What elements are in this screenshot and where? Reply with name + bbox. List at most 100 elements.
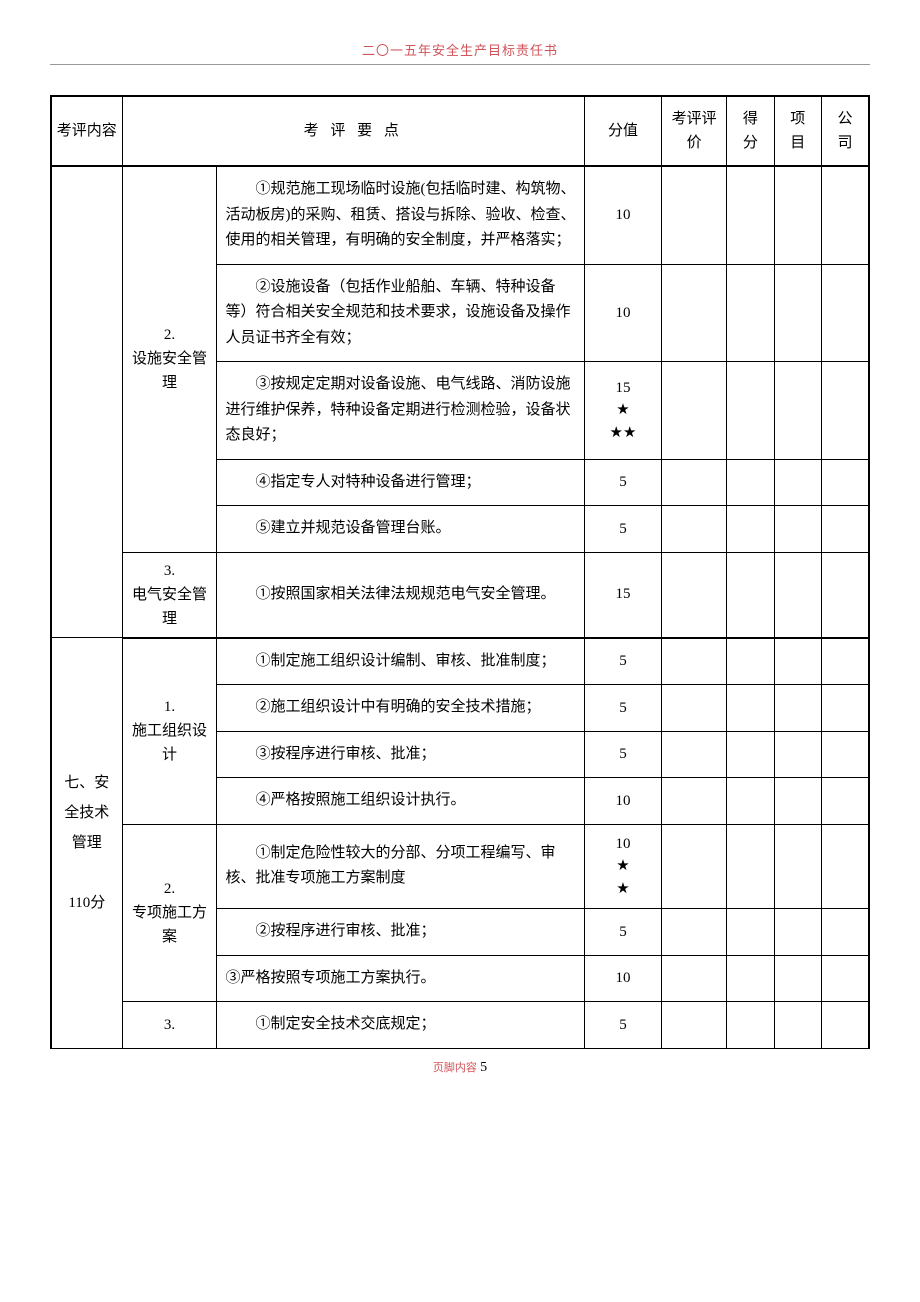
category-cell-empty (51, 166, 122, 638)
eval-cell (662, 166, 727, 264)
narrow-cell (822, 1002, 870, 1049)
point-cell: ③按规定定期对设备设施、电气线路、消防设施进行维护保养，特种设备定期进行检测检验… (217, 362, 585, 460)
table-header-row: 考评内容 考 评 要 点 分值 考评评价 得分 项目 公司 (51, 96, 869, 166)
subcategory-3: 3. (122, 1002, 217, 1049)
point-cell: ③严格按照专项施工方案执行。 (217, 955, 585, 1002)
header-project: 项目 (774, 96, 821, 166)
point-cell: ②施工组织设计中有明确的安全技术措施； (217, 685, 585, 732)
page-footer: 页脚内容 5 (50, 1059, 870, 1076)
narrow-cell (774, 638, 821, 685)
point-cell: ①按照国家相关法律法规规范电气安全管理。 (217, 552, 585, 638)
score-cell: 10 (584, 778, 661, 825)
eval-cell (662, 1002, 727, 1049)
narrow-cell (822, 506, 870, 553)
narrow-cell (774, 506, 821, 553)
narrow-cell (774, 362, 821, 460)
score-cell: 5 (584, 1002, 661, 1049)
table-row: 2. 设施安全管理 ①规范施工现场临时设施(包括临时建、构筑物、活动板房)的采购… (51, 166, 869, 264)
header-eval: 考评评价 (662, 96, 727, 166)
header-company: 公司 (822, 96, 870, 166)
narrow-cell (774, 459, 821, 506)
point-cell: ①制定安全技术交底规定； (217, 1002, 585, 1049)
subcategory-facility: 2. 设施安全管理 (122, 166, 217, 552)
score-cell: 5 (584, 731, 661, 778)
score-cell: 10 ★ ★ (584, 824, 661, 909)
subcategory-construction-org: 1. 施工组织设计 (122, 638, 217, 825)
narrow-cell (727, 778, 774, 825)
eval-cell (662, 459, 727, 506)
narrow-cell (727, 955, 774, 1002)
narrow-cell (727, 638, 774, 685)
header-divider (50, 64, 870, 65)
narrow-cell (774, 685, 821, 732)
subcategory-electrical: 3. 电气安全管理 (122, 552, 217, 638)
eval-cell (662, 506, 727, 553)
eval-cell (662, 778, 727, 825)
score-cell: 5 (584, 506, 661, 553)
point-cell: ①制定危险性较大的分部、分项工程编写、审核、批准专项施工方案制度 (217, 824, 585, 909)
point-cell: ②设施设备（包括作业船舶、车辆、特种设备等）符合相关安全规范和技术要求，设施设备… (217, 264, 585, 362)
eval-cell (662, 685, 727, 732)
score-cell: 5 (584, 459, 661, 506)
narrow-cell (822, 638, 870, 685)
narrow-cell (822, 264, 870, 362)
category-tech-mgmt: 七、安全技术管理 110分 (51, 638, 122, 1049)
header-points: 考 评 要 点 (122, 96, 584, 166)
narrow-cell (727, 506, 774, 553)
narrow-cell (822, 824, 870, 909)
eval-cell (662, 955, 727, 1002)
narrow-cell (727, 552, 774, 638)
narrow-cell (822, 685, 870, 732)
narrow-cell (822, 955, 870, 1002)
narrow-cell (727, 1002, 774, 1049)
footer-label: 页脚内容 (433, 1062, 477, 1074)
narrow-cell (774, 166, 821, 264)
point-cell: ⑤建立并规范设备管理台账。 (217, 506, 585, 553)
subcategory-special-plan: 2. 专项施工方案 (122, 824, 217, 1002)
narrow-cell (727, 909, 774, 956)
eval-cell (662, 909, 727, 956)
narrow-cell (822, 166, 870, 264)
table-row: 3. ①制定安全技术交底规定； 5 (51, 1002, 869, 1049)
narrow-cell (727, 459, 774, 506)
narrow-cell (727, 824, 774, 909)
point-cell: ③按程序进行审核、批准； (217, 731, 585, 778)
header-score: 分值 (584, 96, 661, 166)
narrow-cell (774, 552, 821, 638)
narrow-cell (822, 552, 870, 638)
point-cell: ①规范施工现场临时设施(包括临时建、构筑物、活动板房)的采购、租赁、搭设与拆除、… (217, 166, 585, 264)
narrow-cell (822, 362, 870, 460)
narrow-cell (727, 685, 774, 732)
narrow-cell (774, 955, 821, 1002)
narrow-cell (774, 264, 821, 362)
eval-cell (662, 731, 727, 778)
score-cell: 10 (584, 166, 661, 264)
point-cell: ④指定专人对特种设备进行管理； (217, 459, 585, 506)
point-cell: ②按程序进行审核、批准； (217, 909, 585, 956)
table-row: 2. 专项施工方案 ①制定危险性较大的分部、分项工程编写、审核、批准专项施工方案… (51, 824, 869, 909)
narrow-cell (727, 362, 774, 460)
eval-cell (662, 638, 727, 685)
narrow-cell (774, 778, 821, 825)
eval-cell (662, 552, 727, 638)
score-cell: 15 ★ ★★ (584, 362, 661, 460)
point-cell: ①制定施工组织设计编制、审核、批准制度； (217, 638, 585, 685)
page-header-title: 二〇一五年安全生产目标责任书 (50, 40, 870, 59)
narrow-cell (822, 778, 870, 825)
score-cell: 15 (584, 552, 661, 638)
table-row: 七、安全技术管理 110分 1. 施工组织设计 ①制定施工组织设计编制、审核、批… (51, 638, 869, 685)
eval-cell (662, 264, 727, 362)
narrow-cell (774, 824, 821, 909)
narrow-cell (774, 909, 821, 956)
eval-cell (662, 824, 727, 909)
score-cell: 10 (584, 955, 661, 1002)
header-category: 考评内容 (51, 96, 122, 166)
narrow-cell (727, 731, 774, 778)
narrow-cell (774, 1002, 821, 1049)
eval-cell (662, 362, 727, 460)
evaluation-table: 考评内容 考 评 要 点 分值 考评评价 得分 项目 公司 2. 设施安全管理 … (50, 95, 870, 1049)
narrow-cell (727, 166, 774, 264)
narrow-cell (774, 731, 821, 778)
narrow-cell (822, 731, 870, 778)
table-row: 3. 电气安全管理 ①按照国家相关法律法规规范电气安全管理。 15 (51, 552, 869, 638)
